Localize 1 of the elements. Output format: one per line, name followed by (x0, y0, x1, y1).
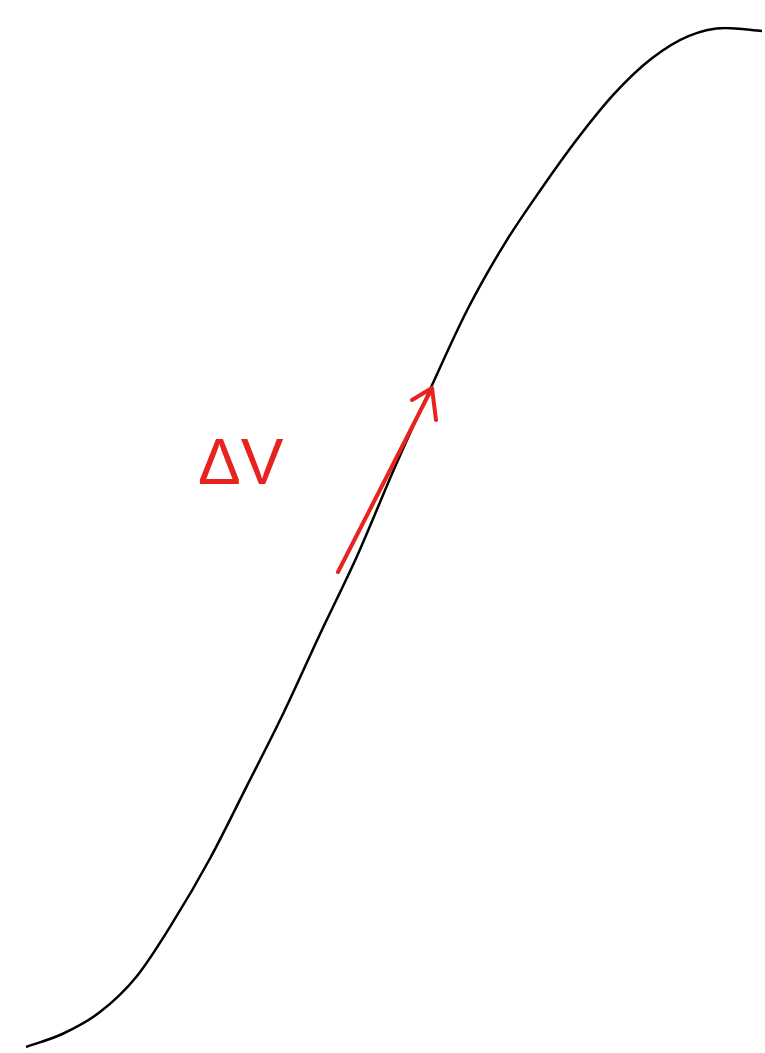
annotation: ΔV (198, 425, 284, 499)
